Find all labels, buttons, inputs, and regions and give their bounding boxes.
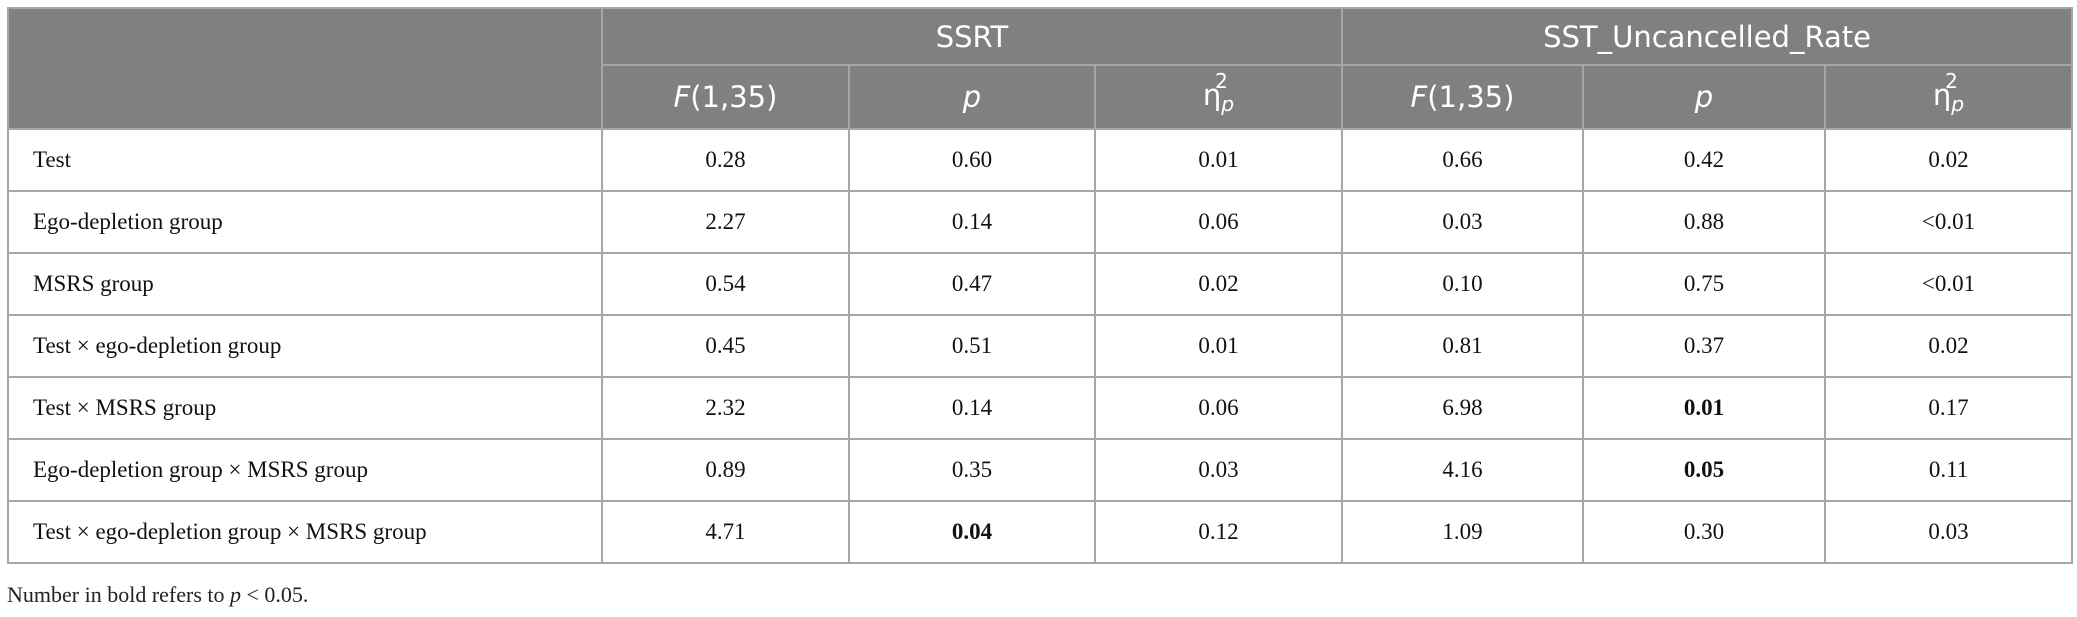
column-row: F(1,35) p ηp 2 F(1,35) p ηp 2 [8,64,2074,130]
column-header: ηp 2 [1094,64,1343,130]
footnote-italic: p [230,582,241,607]
cell: 0.66 [1341,128,1584,192]
cell: 0.88 [1582,190,1826,254]
cell: 4.16 [1341,438,1584,502]
cell: 0.14 [848,376,1096,440]
row-label: Ego-depletion group [7,190,603,254]
row-label: MSRS group [7,252,603,316]
row-label: Test × ego-depletion group [7,314,603,378]
table-body: Test 0.28 0.60 0.01 0.66 0.42 0.02 Ego-depletio… [7,128,2074,564]
cell: 0.01 [1582,376,1826,440]
cell: 0.10 [1341,252,1584,316]
cell: 0.01 [1094,128,1343,192]
cell: 0.02 [1823,128,2074,192]
footnote: Number in bold refers to p < 0.05. [7,582,308,608]
cell: 6.98 [1341,376,1584,440]
group-header: SSRT [601,7,1343,66]
column-header: p [848,64,1096,130]
cell: 0.47 [848,252,1096,316]
cell: 0.37 [1582,314,1826,378]
row-label: Test × MSRS group [7,376,603,440]
column-header: p [1582,64,1826,130]
table-head: SSRT SST_Uncancelled_Rate F(1,35) p ηp 2 F(1,… [7,7,2074,130]
table-wrap: SSRT SST_Uncancelled_Rate F(1,35) p ηp 2 F(1,… [7,7,2074,564]
cell: 0.05 [1582,438,1826,502]
cell: 2.32 [601,376,850,440]
cell: 0.03 [1341,190,1584,254]
cell: 0.51 [848,314,1096,378]
column-header: ηp 2 [1823,64,2074,130]
group-header: SST_Uncancelled_Rate [1340,7,2074,66]
table-row: Ego-depletion group 2.27 0.14 0.06 0.03 0.88 <… [7,190,2074,254]
superscript: 2 [1215,68,1228,93]
cell: 0.89 [601,438,850,502]
cell: 0.06 [1094,190,1343,254]
cell: 0.01 [1094,314,1343,378]
cell: 0.60 [848,128,1096,192]
cell: 0.03 [1823,500,2074,564]
row-label: Test [7,128,603,192]
table-row: Test × ego-depletion group × MSRS group 4… [7,500,2074,564]
subscript: p [1951,92,1965,117]
subscript: p [1221,92,1235,117]
rest-part: (1,35) [690,80,778,114]
cell: 0.02 [1823,314,2074,378]
cell: 0.04 [848,500,1096,564]
italic-part: F [1410,80,1428,114]
eta-symbol: ηp 2 [1932,69,1965,117]
corner-cell [7,7,603,130]
cell: 0.17 [1823,376,2074,440]
cell: 0.28 [601,128,850,192]
table-row: Test × ego-depletion group 0.45 0.51 0.01 0.… [7,314,2074,378]
table-row: Ego-depletion group × MSRS group 0.89 0.35… [7,438,2074,502]
footnote-text: Number in bold refers to [7,582,230,607]
cell: 0.12 [1094,500,1343,564]
cell: 0.03 [1094,438,1343,502]
cell: 0.35 [848,438,1096,502]
cell: 2.27 [601,190,850,254]
cell: 0.42 [1582,128,1826,192]
cell: 0.75 [1582,252,1826,316]
column-header: F(1,35) [1341,64,1584,130]
cell: 1.09 [1341,500,1584,564]
cell: 0.11 [1823,438,2074,502]
cell: 0.45 [601,314,850,378]
table: SSRT SST_Uncancelled_Rate F(1,35) p ηp 2 F(1,… [7,7,2074,564]
italic-part: p [1694,80,1714,114]
cell: 0.30 [1582,500,1826,564]
row-label: Ego-depletion group × MSRS group [7,438,603,502]
footnote-text: < 0.05. [241,582,309,607]
table-row: MSRS group 0.54 0.47 0.02 0.10 0.75 <0.01 [7,252,2074,316]
column-header: F(1,35) [601,64,850,130]
table-row: Test × MSRS group 2.32 0.14 0.06 6.98 0.01 0.1… [7,376,2074,440]
group-row: SSRT SST_Uncancelled_Rate [7,7,2074,130]
italic-part: F [673,80,691,114]
cell: <0.01 [1823,252,2074,316]
table-row: Test 0.28 0.60 0.01 0.66 0.42 0.02 [7,128,2074,192]
symbol: η [1202,77,1222,112]
rest-part: (1,35) [1427,80,1515,114]
cell: 0.54 [601,252,850,316]
eta-symbol: ηp 2 [1202,69,1235,117]
superscript: 2 [1945,68,1958,93]
row-label: Test × ego-depletion group × MSRS group [7,500,603,564]
cell: 0.06 [1094,376,1343,440]
cell: 0.14 [848,190,1096,254]
italic-part: p [962,80,982,114]
cell: 0.02 [1094,252,1343,316]
cell: 4.71 [601,500,850,564]
cell: 0.81 [1341,314,1584,378]
cell: <0.01 [1823,190,2074,254]
symbol: η [1932,77,1952,112]
